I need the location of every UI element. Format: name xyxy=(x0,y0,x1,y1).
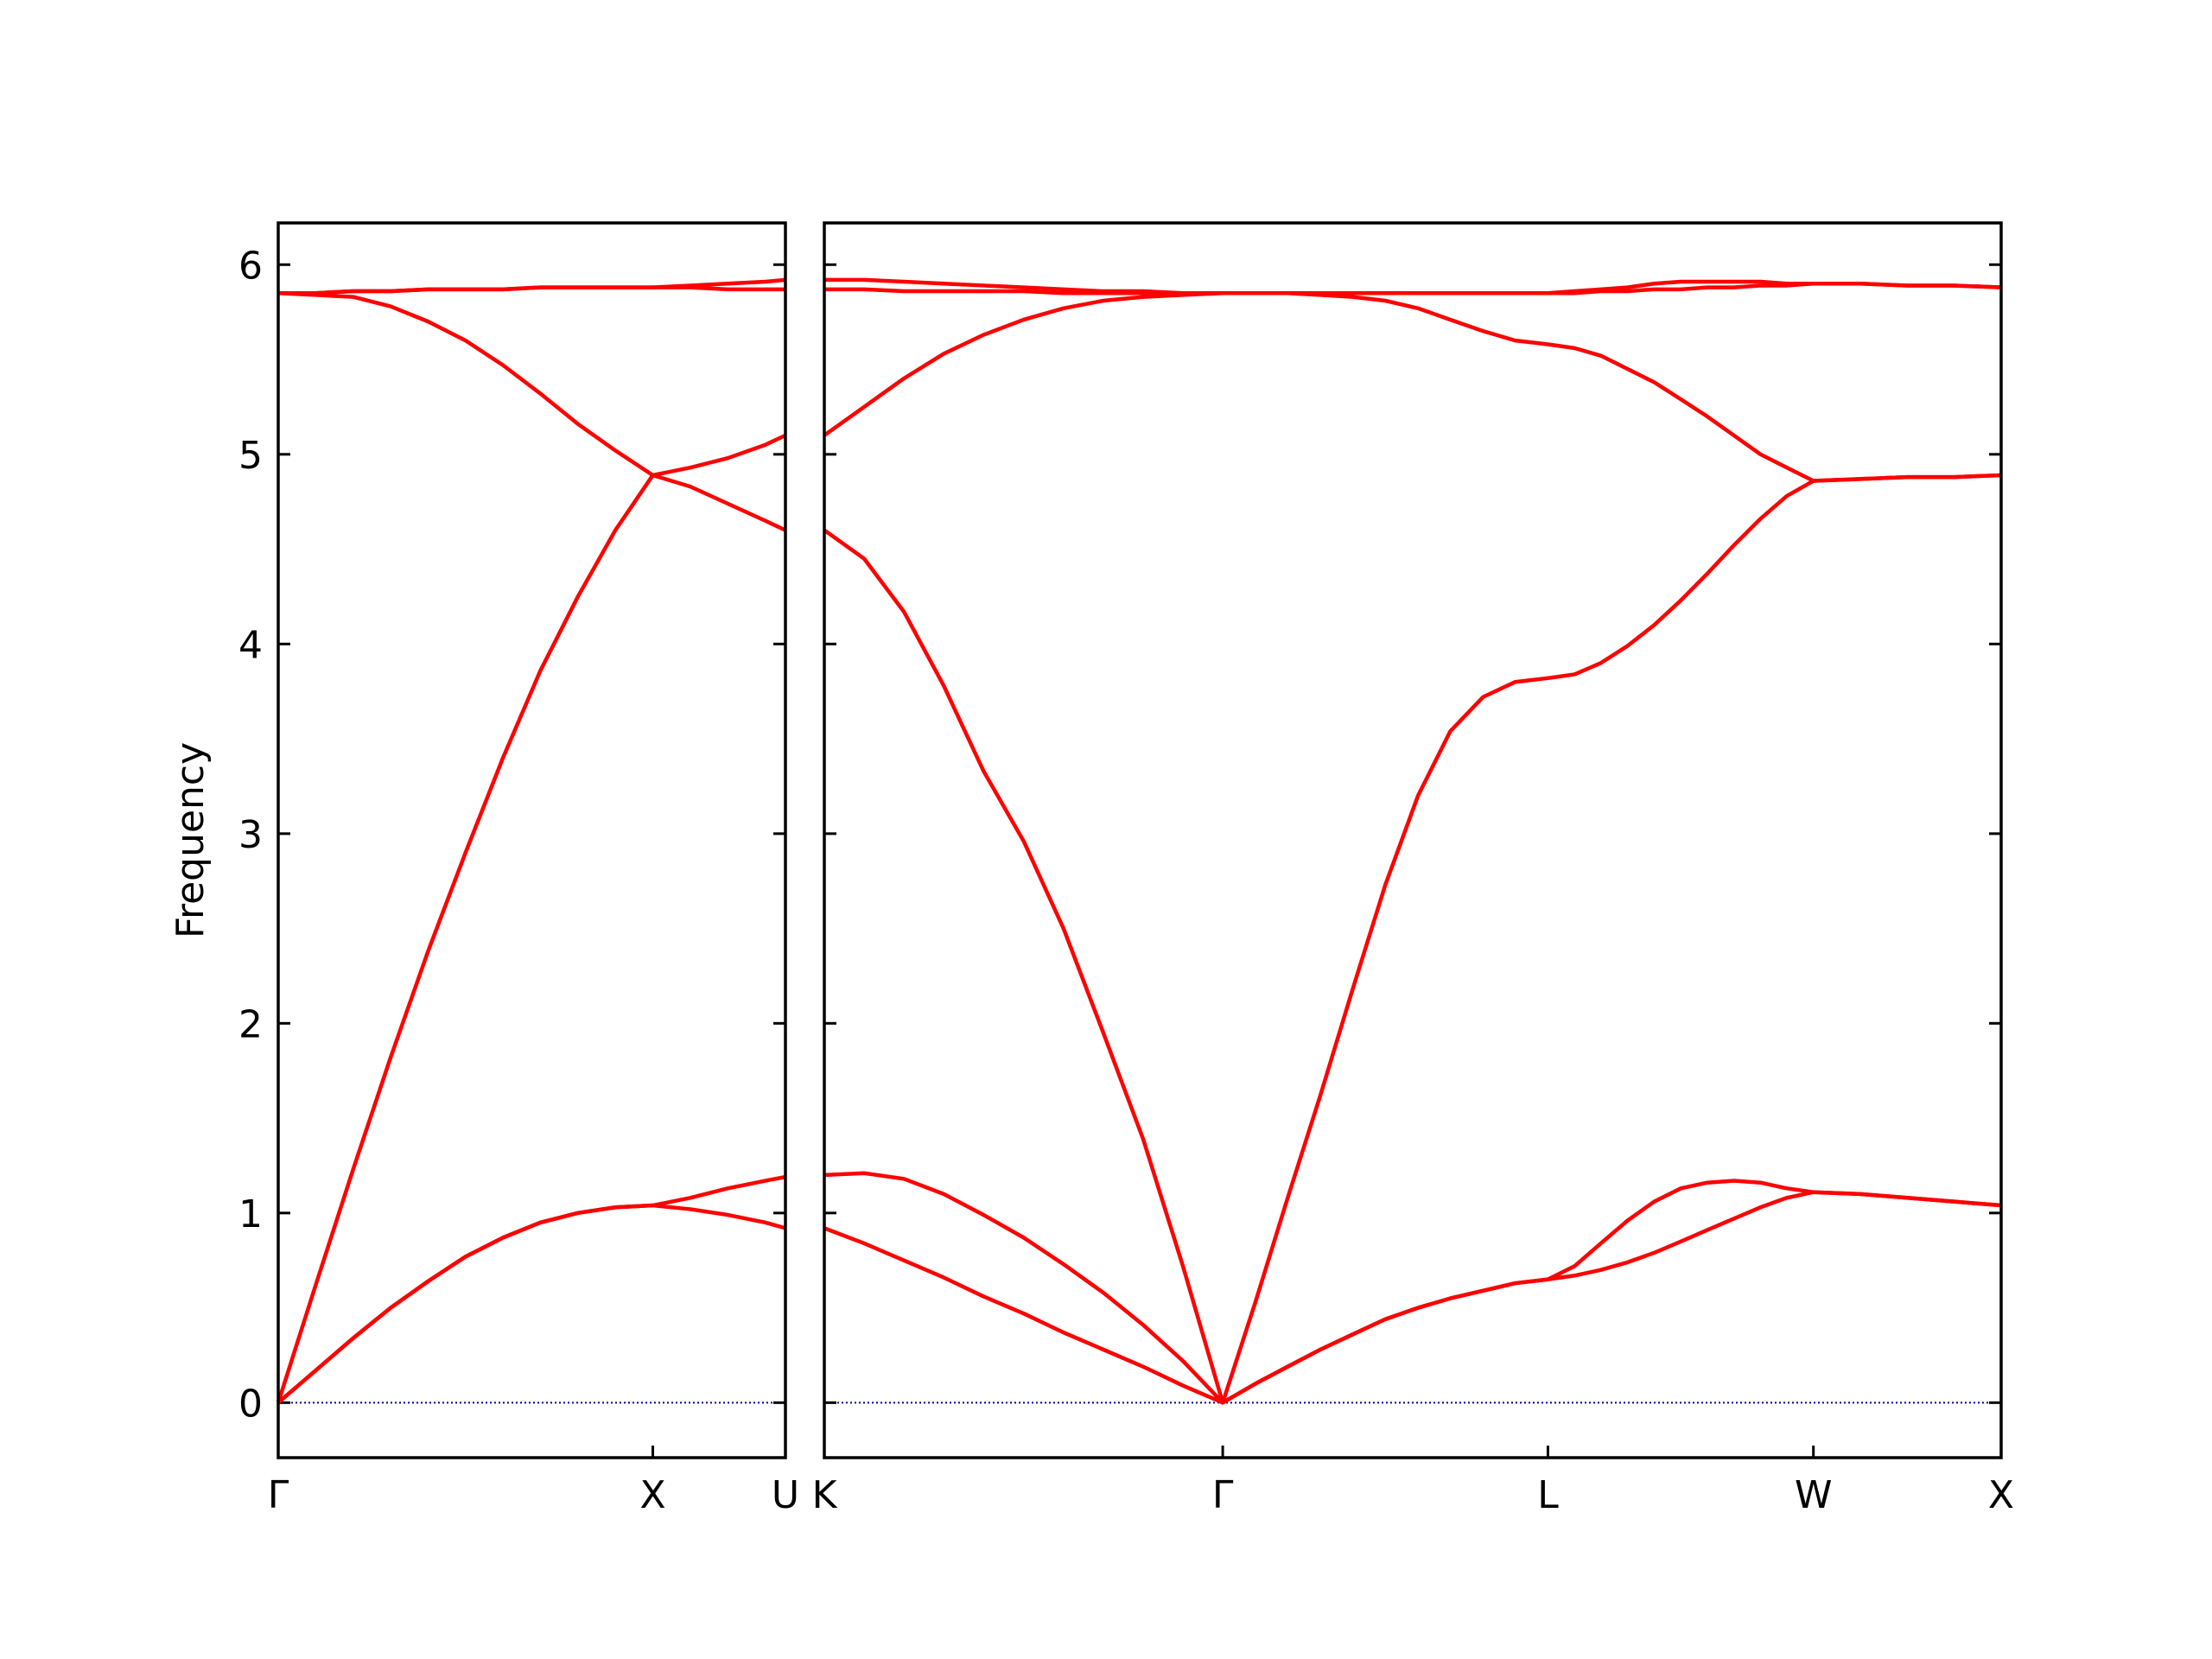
x-tick-label: X xyxy=(639,1473,665,1517)
x-tick-label: K xyxy=(812,1473,838,1517)
band-line xyxy=(824,277,2002,296)
x-tick-label: Γ xyxy=(1212,1473,1234,1517)
x-tick-label: W xyxy=(1795,1473,1833,1517)
x-tick-label: X xyxy=(1988,1473,2014,1517)
y-tick-label: 4 xyxy=(238,623,263,667)
y-tick-label: 6 xyxy=(238,244,263,288)
band-line xyxy=(276,1203,786,1405)
plot-frame xyxy=(276,221,787,1459)
band-line xyxy=(276,473,786,1404)
plot-frame xyxy=(823,221,2003,1459)
x-tick-label: Γ xyxy=(268,1473,289,1517)
band-line xyxy=(823,290,2002,483)
y-tick-label: 0 xyxy=(238,1382,263,1426)
y-axis-label: Frequency xyxy=(168,742,213,938)
y-tick-label: 3 xyxy=(238,813,263,857)
band-line xyxy=(823,473,2002,1405)
band-line xyxy=(276,1174,786,1405)
x-tick-label: L xyxy=(1537,1473,1559,1517)
y-tick-label: 2 xyxy=(238,1002,263,1046)
y-tick-label: 5 xyxy=(238,434,263,478)
band-line xyxy=(823,1171,2002,1405)
y-tick-label: 1 xyxy=(238,1192,263,1236)
band-line xyxy=(278,277,786,296)
band-line xyxy=(277,290,786,478)
x-tick-label: U xyxy=(772,1473,799,1517)
